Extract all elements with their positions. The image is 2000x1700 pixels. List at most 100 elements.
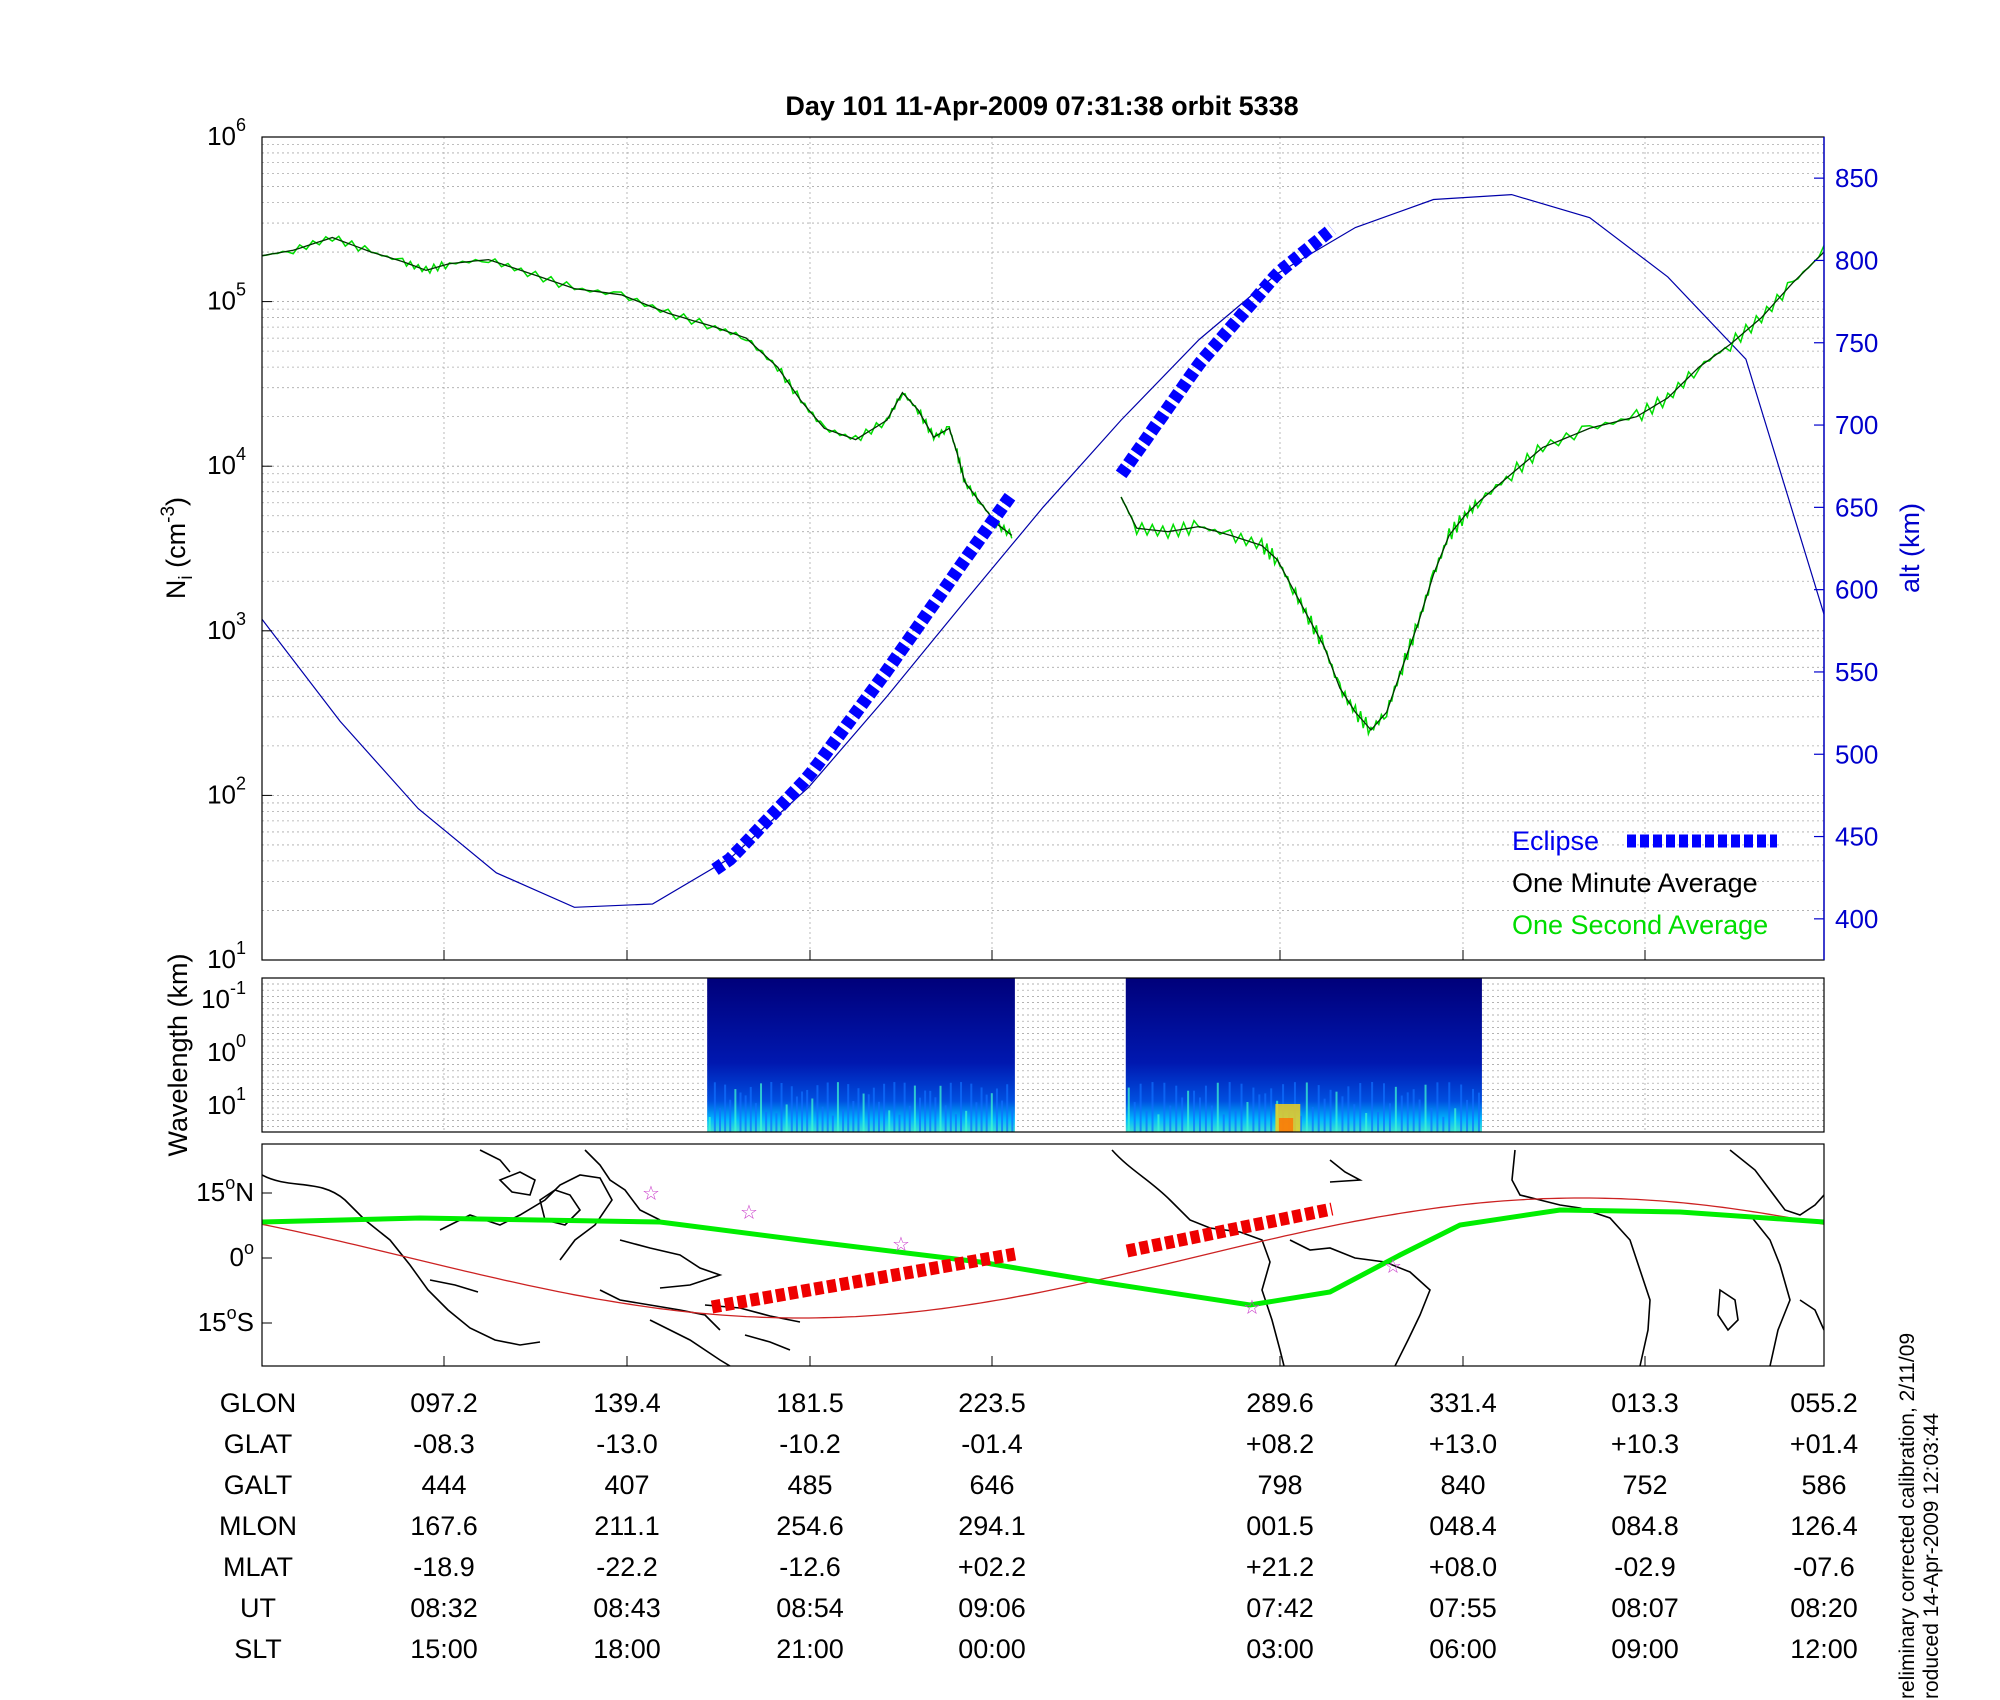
table-cell: 167.6 bbox=[410, 1511, 478, 1541]
y-tick-exponent: 1 bbox=[236, 938, 246, 958]
y-tick-label: 105 bbox=[207, 280, 246, 316]
one-second-average-line bbox=[262, 235, 1013, 539]
table-cell: 084.8 bbox=[1611, 1511, 1679, 1541]
y-tick-label: 101 bbox=[207, 938, 246, 974]
eclipse-track bbox=[1125, 1202, 1334, 1258]
table-row-label: UT bbox=[240, 1593, 276, 1623]
table-cell: 18:00 bbox=[593, 1634, 661, 1664]
map-y-ticks: 15oN 0o 15oS bbox=[196, 1173, 1646, 1366]
table-cell: 07:55 bbox=[1429, 1593, 1497, 1623]
alt-tick-label: 550 bbox=[1835, 657, 1878, 687]
table-cell: 15:00 bbox=[410, 1634, 478, 1664]
y-tick-label: 104 bbox=[207, 444, 246, 480]
eclipse-markers bbox=[711, 224, 1337, 875]
table-cell: 126.4 bbox=[1790, 1511, 1858, 1541]
spectrogram-grid bbox=[262, 978, 1824, 1132]
spectrogram-tick-label: 10-1 bbox=[201, 978, 246, 1014]
legend-second: One Second Average bbox=[1512, 910, 1768, 940]
map-tick-degree: o bbox=[244, 1238, 254, 1258]
eclipse-track bbox=[710, 1247, 1017, 1314]
table-cell: +02.2 bbox=[958, 1552, 1026, 1582]
table-cell: -22.2 bbox=[596, 1552, 658, 1582]
altitude-y-label: alt (km) bbox=[1895, 503, 1925, 593]
spectrogram-tick-exponent: 1 bbox=[236, 1084, 246, 1104]
table-cell: 331.4 bbox=[1429, 1388, 1497, 1418]
alt-tick-label: 850 bbox=[1835, 163, 1878, 193]
table-row-label: GLAT bbox=[224, 1429, 293, 1459]
table-cell: +13.0 bbox=[1429, 1429, 1497, 1459]
table-cell: 097.2 bbox=[410, 1388, 478, 1418]
coastlines bbox=[262, 1149, 1824, 1366]
table-cell: 06:00 bbox=[1429, 1634, 1497, 1664]
legend: Eclipse One Minute Average One Second Av… bbox=[1512, 826, 1777, 940]
alt-tick-label: 400 bbox=[1835, 904, 1878, 934]
map-tick-label: 15oS bbox=[198, 1303, 254, 1337]
spectrogram-tick-exponent: 0 bbox=[236, 1031, 246, 1051]
station-star-icon: ☆ bbox=[1384, 1254, 1402, 1278]
map-panel: ☆ ☆ ☆ ☆ ☆ 15oN 0o 15oS bbox=[196, 1143, 1825, 1367]
eclipse-segment bbox=[1115, 224, 1337, 479]
alt-tick-label: 700 bbox=[1835, 410, 1878, 440]
legend-minute: One Minute Average bbox=[1512, 868, 1758, 898]
station-stars: ☆ ☆ ☆ ☆ ☆ bbox=[642, 1181, 1402, 1319]
table-cell: 08:32 bbox=[410, 1593, 478, 1623]
orbit-table: GLON GLAT GALT MLON MLAT UT SLT 097.2 -08.3 444 16… bbox=[219, 1388, 1858, 1664]
table-cell: 09:06 bbox=[958, 1593, 1026, 1623]
table-cell: -18.9 bbox=[413, 1552, 475, 1582]
eclipse-segment bbox=[711, 490, 1018, 875]
table-cell: -12.6 bbox=[779, 1552, 841, 1582]
table-cell: 08:54 bbox=[776, 1593, 844, 1623]
eclipse-track-markers bbox=[710, 1202, 1334, 1314]
table-cell: 444 bbox=[421, 1470, 466, 1500]
station-star-icon: ☆ bbox=[892, 1232, 910, 1256]
table-cell: 08:43 bbox=[593, 1593, 661, 1623]
table-cell: 485 bbox=[787, 1470, 832, 1500]
alt-tick-label: 800 bbox=[1835, 245, 1878, 275]
magnetic-equator-line bbox=[262, 1207, 1824, 1308]
map-tick-label: 0o bbox=[230, 1238, 254, 1272]
table-cell: 294.1 bbox=[958, 1511, 1026, 1541]
table-cell: 08:07 bbox=[1611, 1593, 1679, 1623]
y-tick-label: 103 bbox=[207, 609, 246, 645]
table-cell: -02.9 bbox=[1614, 1552, 1676, 1582]
chart-title: Day 101 11-Apr-2009 07:31:38 orbit 5338 bbox=[785, 91, 1298, 121]
table-row-label: GALT bbox=[224, 1470, 293, 1500]
map-axes-box bbox=[261, 1143, 1825, 1367]
table-cell: -13.0 bbox=[596, 1429, 658, 1459]
one-minute-average-line bbox=[262, 236, 1013, 536]
y-tick-exponent: 6 bbox=[236, 115, 246, 135]
table-cell: -07.6 bbox=[1793, 1552, 1855, 1582]
density-panel: 101 102 103 104 105 106 400 450 500 550 600 650 700… bbox=[158, 115, 1925, 974]
y-tick-exponent: 2 bbox=[236, 773, 246, 793]
map-tick-label: 15oN bbox=[196, 1173, 254, 1207]
one-minute-average-line-2 bbox=[1120, 251, 1824, 731]
spectrogram-y-label: Wavelength (km) bbox=[163, 953, 193, 1156]
spectrogram-tick-exponent: -1 bbox=[230, 978, 246, 998]
spectrogram-axes-box bbox=[261, 977, 1825, 1133]
table-row-label: MLON bbox=[219, 1511, 297, 1541]
table-row-label: MLAT bbox=[223, 1552, 293, 1582]
station-star-icon: ☆ bbox=[642, 1181, 660, 1205]
station-star-icon: ☆ bbox=[740, 1200, 758, 1224]
footnote-calibration: Preliminary corrected calibration, 2/11/… bbox=[1896, 1333, 1919, 1700]
table-cell: 07:42 bbox=[1246, 1593, 1314, 1623]
table-cell: 289.6 bbox=[1246, 1388, 1314, 1418]
table-cell: +21.2 bbox=[1246, 1552, 1314, 1582]
altitude-line bbox=[262, 193, 1824, 908]
table-cell: 048.4 bbox=[1429, 1511, 1497, 1541]
spectrogram-tick-label: 101 bbox=[207, 1084, 246, 1120]
legend-eclipse: Eclipse bbox=[1512, 826, 1599, 856]
table-cell: 254.6 bbox=[776, 1511, 844, 1541]
alt-tick-label: 600 bbox=[1835, 575, 1878, 605]
table-cell: +10.3 bbox=[1611, 1429, 1679, 1459]
y-tick-label: 106 bbox=[207, 115, 246, 151]
y-tick-exponent: 4 bbox=[236, 444, 246, 464]
one-second-average-line-2 bbox=[1120, 245, 1824, 737]
alt-tick-label: 500 bbox=[1835, 739, 1878, 769]
table-cell: -08.3 bbox=[413, 1429, 475, 1459]
table-cell: 798 bbox=[1257, 1470, 1302, 1500]
table-cell: +08.0 bbox=[1429, 1552, 1497, 1582]
table-cell: 03:00 bbox=[1246, 1634, 1314, 1664]
